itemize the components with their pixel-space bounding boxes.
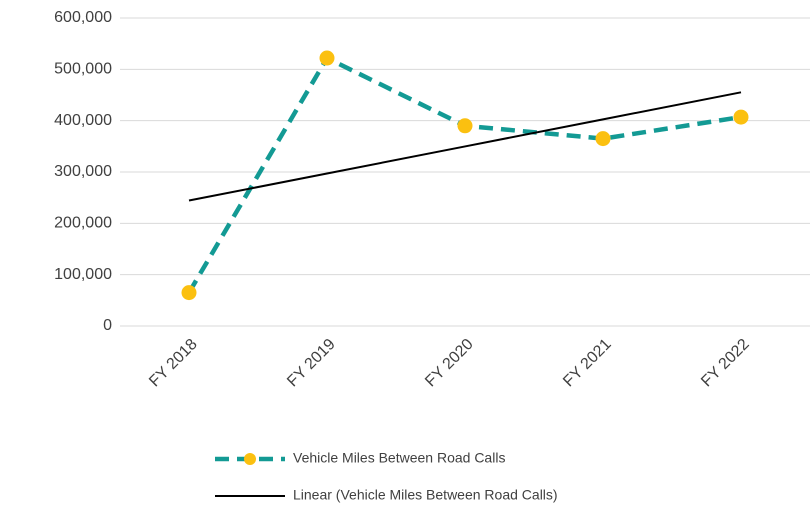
legend-label: Linear (Vehicle Miles Between Road Calls… — [293, 487, 558, 503]
y-tick-label: 300,000 — [54, 163, 112, 180]
legend-marker — [244, 453, 256, 465]
legend-label: Vehicle Miles Between Road Calls — [293, 450, 505, 466]
y-tick-label: 500,000 — [54, 61, 112, 78]
x-tick-label: FY 2022 — [698, 336, 753, 391]
x-tick-label: FY 2020 — [422, 336, 477, 391]
x-tick-label: FY 2019 — [284, 336, 339, 391]
series-line — [187, 55, 742, 294]
x-tick-label: FY 2021 — [560, 336, 615, 391]
y-tick-label: 0 — [103, 317, 112, 334]
marker — [319, 50, 335, 66]
marker — [457, 118, 473, 134]
y-tick-label: 200,000 — [54, 215, 112, 232]
marker — [733, 109, 749, 125]
x-tick-label: FY 2018 — [146, 336, 201, 391]
y-tick-label: 400,000 — [54, 112, 112, 129]
y-tick-label: 100,000 — [54, 266, 112, 283]
marker — [181, 285, 197, 301]
marker — [595, 131, 611, 147]
trend-line — [188, 91, 742, 202]
y-tick-label: 600,000 — [54, 9, 112, 26]
